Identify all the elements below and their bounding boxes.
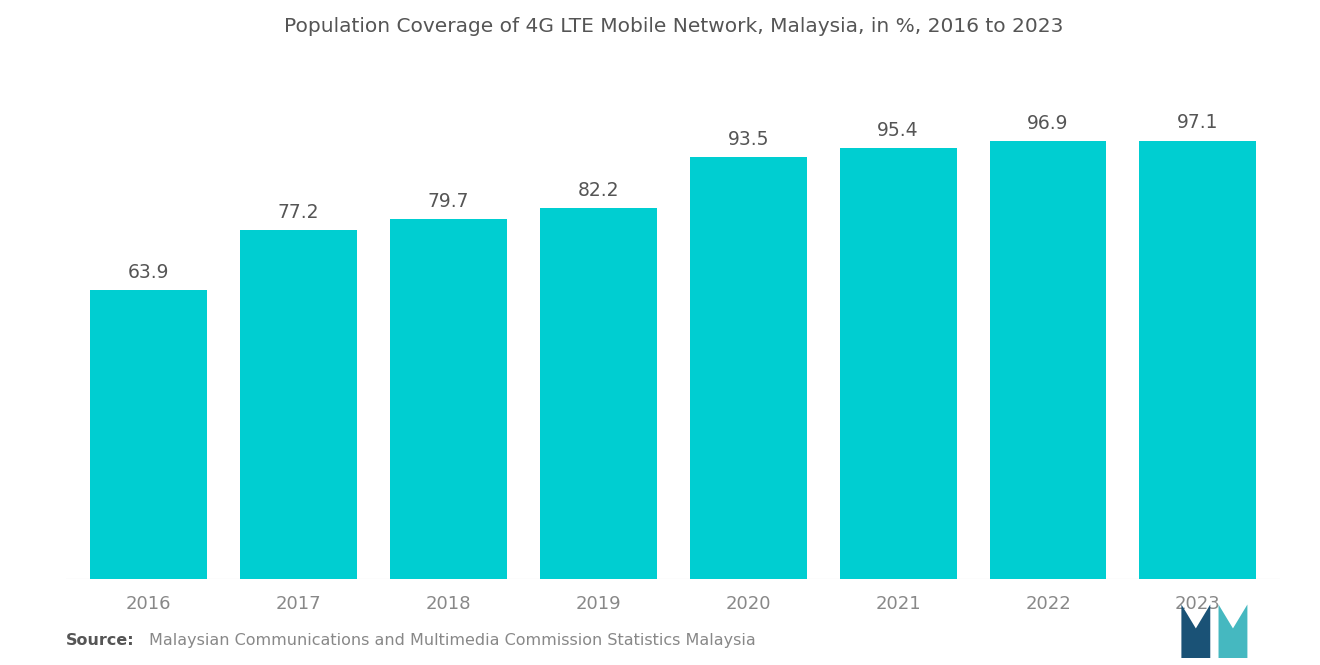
Text: 82.2: 82.2 (577, 181, 619, 200)
Bar (1139, 140, 1257, 579)
Bar (240, 230, 356, 579)
Bar (540, 207, 657, 579)
Text: Malaysian Communications and Multimedia Commission Statistics Malaysia: Malaysian Communications and Multimedia … (149, 633, 756, 648)
Bar (389, 219, 507, 579)
Bar (990, 142, 1106, 579)
Text: 95.4: 95.4 (878, 121, 919, 140)
Bar (90, 291, 207, 579)
Bar (689, 157, 807, 579)
Text: 79.7: 79.7 (428, 192, 469, 211)
Bar (840, 148, 957, 579)
Text: 63.9: 63.9 (128, 263, 169, 282)
Text: Source:: Source: (66, 633, 135, 648)
Text: 77.2: 77.2 (277, 203, 319, 222)
Text: 97.1: 97.1 (1177, 114, 1218, 132)
Title: Population Coverage of 4G LTE Mobile Network, Malaysia, in %, 2016 to 2023: Population Coverage of 4G LTE Mobile Net… (284, 17, 1063, 36)
Text: 93.5: 93.5 (727, 130, 770, 149)
Text: 96.9: 96.9 (1027, 114, 1069, 134)
